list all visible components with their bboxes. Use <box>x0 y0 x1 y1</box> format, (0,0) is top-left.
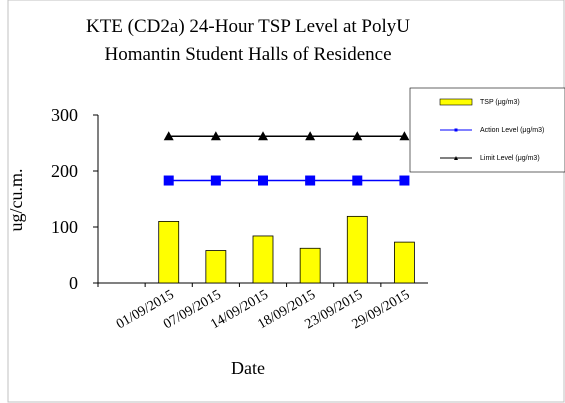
y-tick-label: 0 <box>69 273 78 293</box>
bar <box>394 241 415 284</box>
chart-title: KTE (CD2a) 24-Hour TSP Level at PolyU <box>86 16 410 37</box>
marker <box>352 175 363 186</box>
marker <box>399 131 410 141</box>
bar <box>299 247 321 284</box>
marker <box>210 131 221 141</box>
marker <box>399 175 410 186</box>
marker <box>305 131 316 141</box>
marker <box>210 175 221 186</box>
bar <box>158 220 180 284</box>
legend-swatch <box>439 98 473 106</box>
marker <box>163 131 174 141</box>
legend-label: TSP (μg/m3) <box>480 99 520 106</box>
bar <box>346 215 368 284</box>
y-tick-label: 100 <box>51 217 78 237</box>
y-tick-label: 200 <box>51 161 78 181</box>
chart-frame <box>7 0 565 403</box>
y-axis-label: ug/cu.m. <box>6 169 26 232</box>
legend-label: Action Level (μg/m3) <box>480 127 544 134</box>
x-axis-label: Date <box>231 358 265 378</box>
legend-marker <box>454 128 458 132</box>
marker <box>258 131 268 141</box>
legend-label: Limit Level (μg/m3) <box>480 155 540 162</box>
marker <box>163 175 174 186</box>
marker <box>305 175 316 186</box>
bar <box>252 235 274 284</box>
marker <box>258 175 268 186</box>
bar <box>205 250 227 284</box>
legend-marker <box>454 156 458 160</box>
marker <box>352 131 363 141</box>
chart-title: Homantin Student Halls of Residence <box>104 44 391 65</box>
legend-box <box>409 87 565 173</box>
y-tick-label: 300 <box>51 105 78 125</box>
